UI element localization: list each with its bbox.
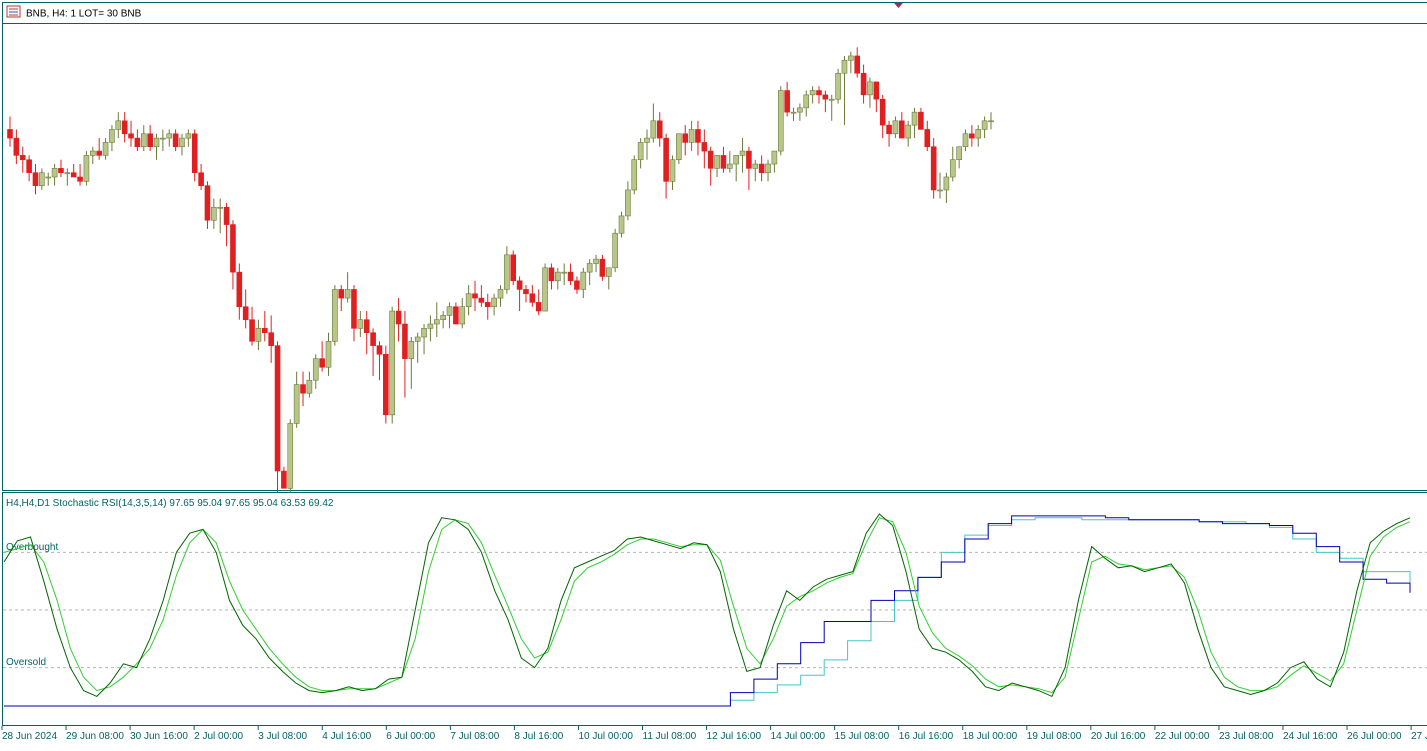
candle <box>931 138 936 199</box>
candle <box>632 155 637 194</box>
candle <box>390 307 395 424</box>
time-label: 28 Jun 2024 <box>2 731 57 742</box>
indicator-label: H4,H4,D1 Stochastic RSI(14,3,5,14) 97.65… <box>6 498 334 509</box>
candle <box>511 251 516 286</box>
time-label: 29 Jun 08:00 <box>66 731 124 742</box>
candle <box>288 419 293 493</box>
main-chart-frame[interactable] <box>3 3 1427 491</box>
candle <box>383 346 388 424</box>
time-label: 20 Jul 16:00 <box>1091 731 1146 742</box>
time-axis: 28 Jun 2024 29 Jun 08:00 30 Jun 16:00 2 Jul… <box>2 726 1427 742</box>
chart-title: BNB, H4: 1 LOT= 30 BNB <box>26 9 142 20</box>
candle <box>275 341 280 492</box>
time-label: 26 Jul 00:00 <box>1347 731 1402 742</box>
time-label: 16 Jul 16:00 <box>899 731 954 742</box>
time-label: 30 Jun 16:00 <box>130 731 188 742</box>
time-label: 3 Jul 08:00 <box>258 731 307 742</box>
indicator-frame[interactable] <box>3 493 1427 726</box>
time-label: 27 J <box>1411 731 1427 742</box>
time-label: 14 Jul 00:00 <box>771 731 826 742</box>
chart-window-icon[interactable] <box>7 6 20 17</box>
time-label: 12 Jul 16:00 <box>707 731 762 742</box>
oversold-label: Oversold <box>6 657 46 668</box>
time-label: 7 Jul 08:00 <box>450 731 499 742</box>
candle <box>84 151 89 186</box>
time-label: 8 Jul 16:00 <box>514 731 563 742</box>
candle <box>613 229 618 272</box>
time-label: 22 Jul 00:00 <box>1155 731 1210 742</box>
time-label: 4 Jul 16:00 <box>322 731 371 742</box>
candle <box>778 86 783 155</box>
time-label: 23 Jul 08:00 <box>1219 731 1274 742</box>
time-label: 24 Jul 16:00 <box>1283 731 1338 742</box>
time-label: 15 Jul 08:00 <box>835 731 890 742</box>
candle <box>332 285 337 346</box>
time-label: 6 Jul 00:00 <box>386 731 435 742</box>
candle <box>543 263 548 311</box>
time-label: 10 Jul 00:00 <box>578 731 633 742</box>
candle <box>836 69 841 104</box>
candle <box>676 134 681 164</box>
time-label: 19 Jul 08:00 <box>1027 731 1082 742</box>
time-label: 18 Jul 00:00 <box>963 731 1018 742</box>
time-label: 2 Jul 00:00 <box>194 731 243 742</box>
time-label: 11 Jul 08:00 <box>643 731 697 742</box>
